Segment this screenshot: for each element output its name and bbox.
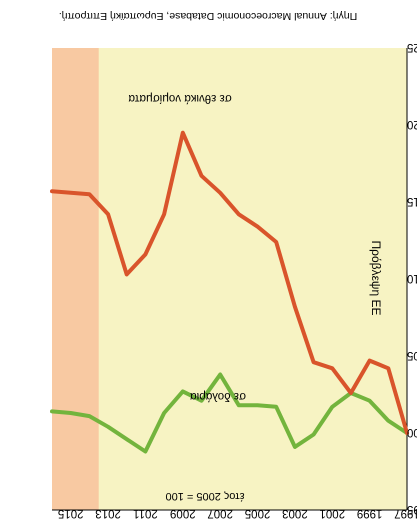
data-point bbox=[106, 425, 110, 429]
plot-background bbox=[52, 48, 407, 510]
y-tick-label: 100 bbox=[407, 426, 417, 438]
data-point bbox=[349, 391, 353, 395]
source-note: Πηγή: Annual Macroeconomic Database, Ευρ… bbox=[59, 10, 357, 22]
data-point bbox=[181, 389, 185, 393]
data-point bbox=[125, 437, 129, 441]
data-point bbox=[237, 212, 241, 216]
forecast-region bbox=[52, 48, 99, 510]
data-point bbox=[293, 305, 297, 309]
x-tick-label: 2011 bbox=[133, 507, 158, 519]
data-point bbox=[199, 174, 203, 178]
x-tick-label: 2003 bbox=[282, 507, 308, 519]
x-tick-label: 2015 bbox=[58, 507, 84, 519]
data-point bbox=[330, 366, 334, 370]
y-tick-label: 110 bbox=[407, 272, 417, 284]
forecast-label: Πρόβλεψη ΕΕ bbox=[369, 241, 383, 316]
data-point bbox=[256, 403, 260, 407]
x-tick-label: 2001 bbox=[319, 507, 345, 519]
series-label-dollars: σε δολάρια bbox=[190, 390, 246, 402]
data-point bbox=[162, 212, 166, 216]
y-tick-label: 115 bbox=[407, 195, 417, 207]
series-line-dollars bbox=[50, 130, 409, 435]
data-point bbox=[143, 252, 147, 256]
data-point bbox=[50, 189, 54, 193]
data-point bbox=[143, 449, 147, 453]
data-point bbox=[386, 366, 390, 370]
data-point bbox=[218, 372, 222, 376]
x-tick-label: 2005 bbox=[245, 507, 271, 519]
data-point bbox=[293, 445, 297, 449]
x-tick-label: 1999 bbox=[357, 507, 383, 519]
data-point bbox=[199, 399, 203, 403]
x-tick-label: 2009 bbox=[170, 507, 196, 519]
data-point bbox=[87, 414, 91, 418]
data-point bbox=[312, 433, 316, 437]
y-tick-label: 120 bbox=[407, 118, 417, 130]
data-point bbox=[125, 272, 129, 276]
series-label-national-currency: σε εθνικά νομίσματα bbox=[128, 92, 232, 104]
y-tick-label: 105 bbox=[407, 349, 417, 361]
x-tick-label: 2007 bbox=[207, 507, 233, 519]
data-point bbox=[218, 191, 222, 195]
series-layer bbox=[50, 130, 409, 454]
data-point bbox=[368, 359, 372, 363]
data-point bbox=[312, 360, 316, 364]
data-point bbox=[237, 403, 241, 407]
data-point bbox=[87, 192, 91, 196]
data-point bbox=[256, 225, 260, 229]
tick-labels: 1997 1999 2001 2003 2005 2007 2009 2011 2013 2015… bbox=[58, 41, 417, 519]
y-tick-label: 125 bbox=[407, 41, 417, 53]
data-point bbox=[330, 405, 334, 409]
x-tick-label: 1997 bbox=[394, 507, 417, 519]
data-point bbox=[405, 431, 409, 435]
data-point bbox=[368, 399, 372, 403]
data-point bbox=[274, 405, 278, 409]
y-tick-label: 95 bbox=[407, 503, 417, 515]
x-tick-label: 2013 bbox=[95, 507, 121, 519]
data-point bbox=[69, 191, 73, 195]
data-point bbox=[106, 212, 110, 216]
series-line-national-currency bbox=[50, 372, 409, 454]
data-point bbox=[50, 409, 54, 413]
data-point bbox=[69, 411, 73, 415]
base-year-note: έτος 2005 = 100 bbox=[166, 490, 245, 502]
data-point bbox=[181, 131, 185, 135]
data-point bbox=[162, 411, 166, 415]
data-point bbox=[274, 240, 278, 244]
data-point bbox=[386, 419, 390, 423]
annotations: Πηγή: Annual Macroeconomic Database, Ευρ… bbox=[59, 10, 383, 502]
